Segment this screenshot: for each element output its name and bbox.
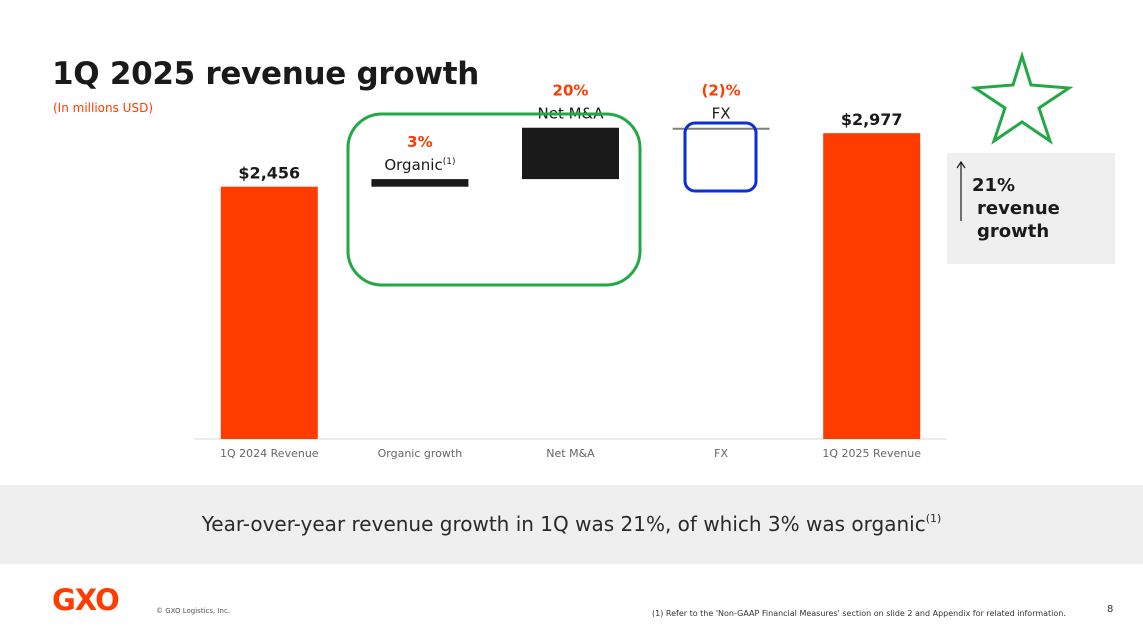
name-label-organic-growth: Organic(1) [384, 156, 455, 174]
star-outline-icon [970, 50, 1074, 145]
pct-label-organic-growth: 3% [407, 133, 432, 151]
up-arrow-icon [956, 160, 966, 221]
growth-callout-text: 21% revenue growth [972, 174, 1060, 243]
tick-label-1q-2025-revenue: 1Q 2025 Revenue [822, 447, 921, 460]
bar-net-m-a [522, 127, 619, 180]
summary-banner [0, 485, 1143, 564]
bar-fx [672, 127, 770, 130]
bar-1q-2024-revenue [220, 186, 318, 439]
blue-highlight-box [683, 121, 758, 193]
callout-line-3: growth [977, 221, 1050, 242]
copyright-text: © GXO Logistics, Inc. [156, 607, 231, 615]
tick-label-1q-2024-revenue: 1Q 2024 Revenue [220, 447, 319, 460]
banner-main-text: Year-over-year revenue growth in 1Q was … [201, 512, 926, 536]
bar-organic-growth [371, 179, 469, 187]
data-label-1q-2024-revenue: $2,456 [238, 164, 300, 183]
callout-line-2: revenue [977, 198, 1060, 219]
bar-1q-2025-revenue [823, 133, 921, 439]
pct-label-net-m-a: 20% [553, 82, 589, 100]
data-label-1q-2025-revenue: $2,977 [841, 110, 903, 129]
pct-label-fx: (2)% [702, 82, 741, 100]
callout-line-1: 21% [972, 175, 1016, 196]
tick-label-organic-growth: Organic growth [378, 447, 463, 460]
page-number: 8 [1107, 604, 1114, 615]
name-label-fx: FX [712, 105, 731, 123]
summary-banner-text: Year-over-year revenue growth in 1Q was … [0, 512, 1143, 536]
tick-label-net-m-a: Net M&A [546, 447, 595, 460]
gxo-logo: GXO [52, 583, 120, 617]
units-subtitle: (In millions USD) [53, 101, 154, 115]
tick-label-fx: FX [714, 447, 728, 460]
slide-title: 1Q 2025 revenue growth [52, 56, 479, 92]
green-highlight-box [346, 112, 642, 287]
growth-callout [947, 153, 1115, 264]
banner-footnote-ref: (1) [925, 512, 942, 525]
footnote-text: (1) Refer to the 'Non-GAAP Financial Mea… [652, 609, 1066, 618]
